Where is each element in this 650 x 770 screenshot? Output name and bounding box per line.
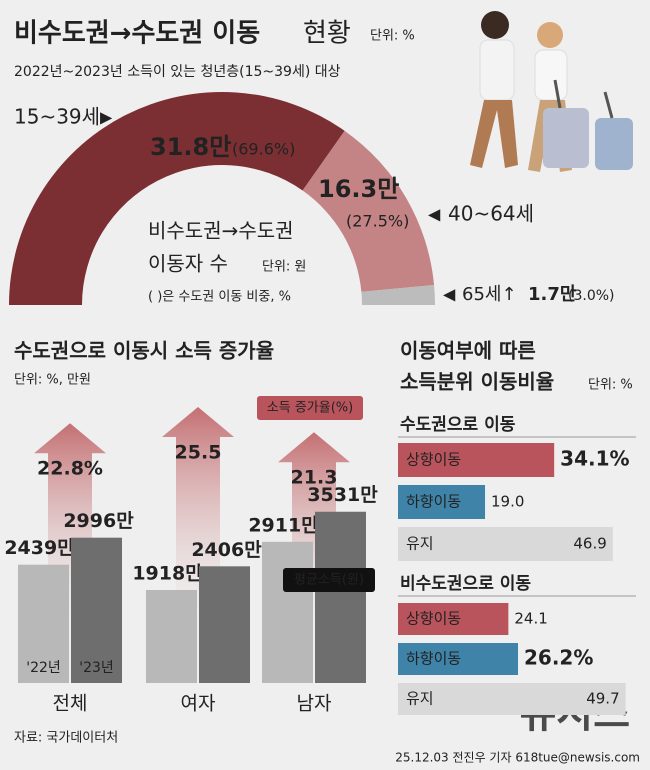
value-label: 46.9 — [573, 535, 606, 553]
value-label: 24.1 — [514, 610, 547, 628]
value-label: 26.2% — [524, 646, 593, 670]
category-label: 여자 — [181, 693, 216, 715]
value-label: 31.8만 — [150, 133, 231, 161]
legend-label: '23년 — [79, 660, 114, 676]
bar — [146, 589, 197, 683]
illustration — [470, 11, 633, 172]
category-label: 유지 — [406, 535, 434, 553]
category-label: 65세↑ — [462, 284, 517, 305]
growth-label: 22.8% — [37, 458, 103, 480]
value-label: 1.7만 — [528, 284, 577, 305]
category-label: 상향이동 — [406, 451, 461, 469]
category-label: 남자 — [297, 693, 332, 715]
arc-segment — [9, 91, 345, 306]
arc-segment — [361, 284, 435, 305]
growth-label: 25.5 — [175, 442, 222, 464]
unit: 단위: % — [370, 29, 415, 44]
subtitle: 2022년~2023년 소득이 있는 청년층(15~39세) 대상 — [14, 64, 341, 80]
category-label: 하향이동 — [406, 493, 461, 511]
note: ( )은 수도권 이동 비중, % — [148, 290, 291, 305]
value-label: 2996만 — [63, 510, 134, 532]
growth-title: 소득 증가율(%) — [267, 401, 353, 416]
label-box — [257, 396, 363, 420]
value-label: 16.3만 — [318, 175, 399, 203]
category-label: 유지 — [406, 690, 434, 708]
bar — [398, 443, 555, 477]
value-label: 3531만 — [307, 484, 378, 506]
share-label: (3.0%) — [568, 288, 615, 304]
value-label: 49.7 — [586, 690, 619, 708]
category-label: 전체 — [53, 693, 88, 715]
title: 비수도권→수도권 이동 — [14, 19, 260, 49]
bar — [315, 511, 366, 683]
bar — [398, 603, 509, 635]
chart-title: 소득분위 이동비율 — [400, 370, 554, 394]
credit: 25.12.03 전진우 기자 618tue@newsis.com — [395, 751, 640, 765]
center-label: 비수도권→수도권 — [148, 219, 294, 243]
group-label: 수도권으로 이동 — [400, 415, 516, 435]
arc-segment — [302, 130, 435, 292]
category-label: 하향이동 — [406, 650, 461, 668]
growth-label: 21.3 — [291, 467, 338, 489]
bar — [398, 485, 486, 519]
bar-label: 평균소득(원) — [294, 573, 364, 588]
share-label: (27.5%) — [346, 212, 409, 231]
center-label: 이동자 수 — [148, 252, 228, 276]
value-label: 2439만 — [4, 537, 75, 559]
group-label: 비수도권으로 이동 — [400, 574, 531, 594]
label-box — [283, 568, 375, 592]
marker: ◀ — [443, 285, 456, 304]
category-label: 상향이동 — [406, 610, 461, 628]
legend-label: '22년 — [26, 660, 61, 676]
bar — [71, 537, 122, 683]
marker: ▶ — [100, 108, 113, 127]
bar — [18, 564, 69, 683]
unit: 단위: 원 — [262, 260, 306, 275]
bar — [262, 541, 313, 683]
value-label: 2406만 — [191, 539, 262, 561]
chart-title: 수도권으로 이동시 소득 증가율 — [14, 339, 274, 363]
value-label: 19.0 — [491, 493, 524, 511]
bar — [398, 683, 626, 715]
value-label: 2911만 — [248, 514, 319, 536]
title-rest: 현황 — [303, 19, 351, 49]
bar — [398, 527, 613, 561]
unit: 단위: %, 만원 — [14, 373, 91, 388]
category-label: 15~39세 — [14, 105, 100, 129]
value-label: 1918만 — [132, 562, 203, 584]
value-label: 34.1% — [560, 447, 629, 471]
category-label: 40~64세 — [448, 202, 534, 226]
source: 자료: 국가데이터처 — [14, 731, 118, 746]
bar — [199, 566, 250, 683]
unit: 단위: % — [588, 378, 633, 393]
bar — [398, 643, 518, 675]
share-label: (69.6%) — [232, 140, 295, 159]
chart-title: 이동여부에 따른 — [400, 339, 536, 363]
marker: ◀ — [428, 205, 441, 224]
